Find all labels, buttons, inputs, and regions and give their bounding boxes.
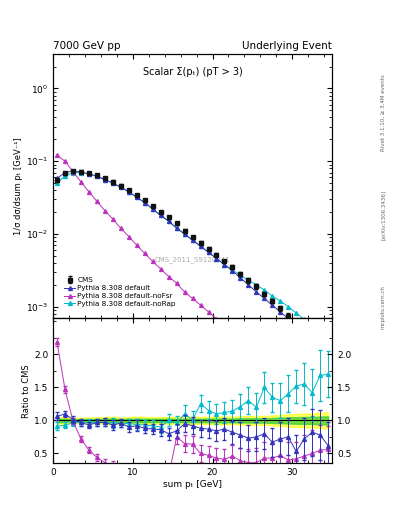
Text: Scalar Σ(pₜ) (pT > 3): Scalar Σ(pₜ) (pT > 3): [143, 67, 242, 77]
X-axis label: sum pₜ [GeV]: sum pₜ [GeV]: [163, 480, 222, 489]
Text: Underlying Event: Underlying Event: [242, 41, 332, 51]
Y-axis label: 1/σ dσ/dsum pₜ [GeV⁻¹]: 1/σ dσ/dsum pₜ [GeV⁻¹]: [14, 137, 23, 235]
Text: [arXiv:1306.3436]: [arXiv:1306.3436]: [381, 190, 386, 240]
Y-axis label: Ratio to CMS: Ratio to CMS: [22, 364, 31, 417]
Text: CMS_2011_S9120041: CMS_2011_S9120041: [155, 257, 230, 263]
Legend: CMS, Pythia 8.308 default, Pythia 8.308 default-noFsr, Pythia 8.308 default-noRa: CMS, Pythia 8.308 default, Pythia 8.308 …: [62, 275, 178, 309]
Text: Rivet 3.1.10, ≥ 3.4M events: Rivet 3.1.10, ≥ 3.4M events: [381, 74, 386, 151]
Text: mcplots.cern.ch: mcplots.cern.ch: [381, 285, 386, 329]
Text: 7000 GeV pp: 7000 GeV pp: [53, 41, 121, 51]
